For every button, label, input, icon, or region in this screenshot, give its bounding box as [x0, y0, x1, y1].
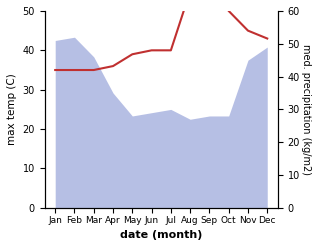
Y-axis label: max temp (C): max temp (C)	[7, 74, 17, 145]
X-axis label: date (month): date (month)	[120, 230, 203, 240]
Y-axis label: med. precipitation (kg/m2): med. precipitation (kg/m2)	[301, 44, 311, 175]
